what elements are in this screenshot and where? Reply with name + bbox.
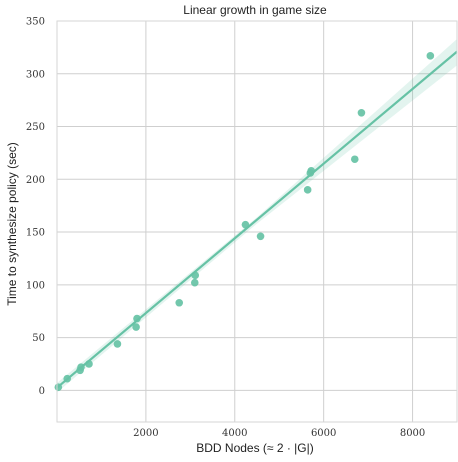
data-point <box>357 109 366 117</box>
fit-line <box>56 50 458 389</box>
data-point <box>63 374 72 383</box>
y-tick-label: 350 <box>26 17 45 28</box>
chart-title: Linear growth in game size <box>183 3 327 17</box>
data-point <box>113 340 122 348</box>
confidence-band-area <box>57 38 457 393</box>
y-tick-label: 100 <box>26 280 45 291</box>
y-tick-label: 50 <box>32 333 45 344</box>
data-point <box>54 383 63 391</box>
y-tick-label: 250 <box>26 122 45 133</box>
regression-line <box>56 50 458 389</box>
y-tick-label: 0 <box>39 386 45 397</box>
data-point <box>350 155 359 164</box>
data-point <box>133 314 141 323</box>
data-point <box>256 232 265 241</box>
data-point <box>241 220 250 229</box>
data-point <box>303 186 312 194</box>
x-axis-label: BDD Nodes (≈ 2 · |G|) <box>196 441 314 455</box>
data-points <box>54 52 435 391</box>
data-point <box>77 363 85 371</box>
x-tick-label: 6000 <box>311 428 336 439</box>
data-point <box>426 52 435 60</box>
data-point <box>85 360 93 368</box>
tick-labels: 2000 4000 6000 8000 0 50 100 150 200 250 300 350 <box>26 17 425 440</box>
y-tick-label: 200 <box>26 175 45 186</box>
x-tick-label: 4000 <box>222 428 247 439</box>
y-tick-label: 150 <box>26 228 45 239</box>
x-tick-label: 2000 <box>133 428 158 439</box>
plot-frame <box>56 20 458 423</box>
y-axis-label: Time to synthesize policy (sec) <box>5 142 19 306</box>
x-tick-label: 8000 <box>400 428 425 439</box>
y-tick-label: 300 <box>26 69 45 80</box>
confidence-band <box>57 38 457 393</box>
data-point <box>307 167 316 175</box>
data-point <box>132 323 140 331</box>
data-point <box>191 271 200 280</box>
data-point <box>175 298 184 307</box>
data-point <box>190 278 199 287</box>
